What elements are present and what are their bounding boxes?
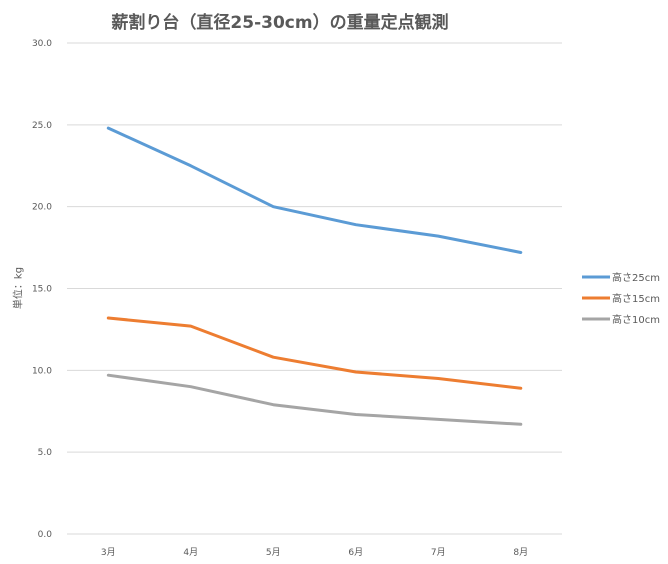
x-tick-label: 5月 (266, 547, 281, 558)
y-tick-label: 10.0 (32, 366, 52, 376)
y-tick-label: 20.0 (32, 203, 52, 213)
series-line-2 (106, 373, 523, 426)
y-tick-label: 25.0 (32, 121, 52, 131)
x-tick-label: 6月 (348, 547, 363, 558)
x-tick-label: 7月 (431, 547, 446, 558)
chart-title: 薪割り台（直径25-30cm）の重量定点観測 (111, 13, 449, 33)
x-tick-label: 3月 (101, 547, 116, 558)
series-line-1 (106, 316, 523, 390)
x-tick-label: 4月 (183, 547, 198, 558)
y-tick-label: 15.0 (32, 285, 52, 295)
y-tick-label: 30.0 (32, 39, 52, 49)
y-tick-label: 5.0 (38, 448, 53, 458)
legend-label: 高さ15cm (612, 292, 660, 305)
legend-label: 高さ10cm (612, 313, 660, 326)
legend-label: 高さ25cm (612, 271, 660, 284)
series-line-0 (106, 126, 523, 254)
y-tick-label: 0.0 (38, 530, 53, 540)
x-tick-label: 8月 (513, 547, 528, 558)
